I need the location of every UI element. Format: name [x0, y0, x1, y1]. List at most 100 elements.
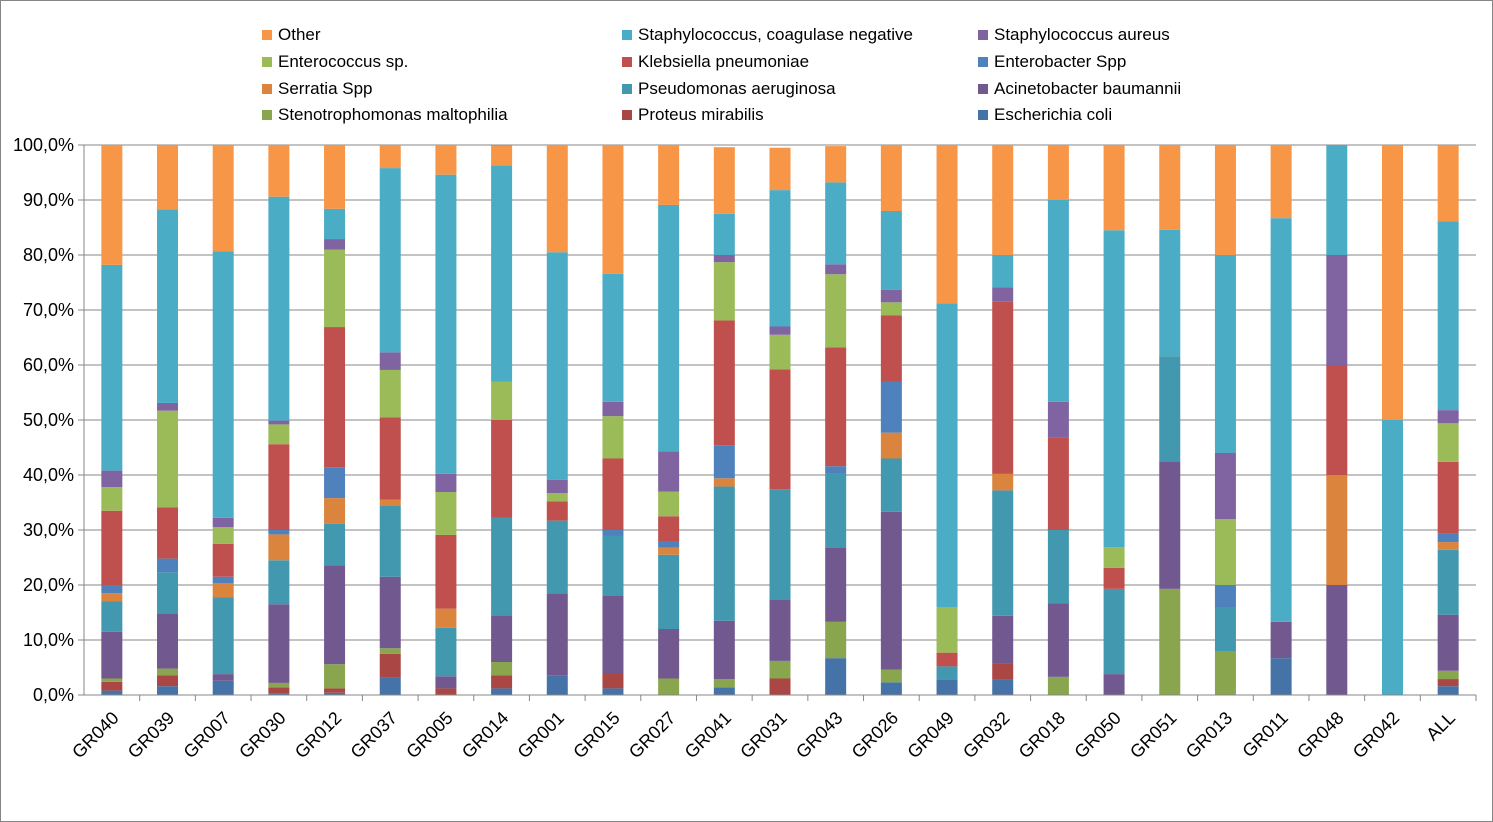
- bar-segment-pseudomonas-aeruginosa: [602, 535, 624, 596]
- bar-segment-staphylococcus-coagulase-negative: [435, 174, 457, 474]
- legend: Other Staphylococcus, coagulase negative S…: [0, 0, 1491, 130]
- x-tick-label: GR007: [180, 708, 234, 762]
- bar-segment-stenotrophomonas-maltophilia: [491, 662, 513, 676]
- bar-segment-stenotrophomonas-maltophilia: [880, 669, 902, 683]
- bar-segment-pseudomonas-aeruginosa: [1103, 588, 1125, 675]
- bar-segment-other: [713, 147, 735, 214]
- bar-segment-klebsiella-pneumoniae: [268, 444, 290, 530]
- bar-segment-staphylococcus-aureus: [101, 470, 123, 488]
- bar-segment-klebsiella-pneumoniae: [101, 510, 123, 585]
- bar-segment-staphylococcus-aureus: [769, 326, 791, 335]
- bar-segment-stenotrophomonas-maltophilia: [658, 678, 680, 695]
- bar-segment-acinetobacter-baumannii: [157, 613, 179, 669]
- bar-segment-staphylococcus-aureus: [880, 289, 902, 303]
- bar-segment-serratia-spp: [435, 608, 457, 628]
- bar-segment-escherichia-coli: [101, 690, 123, 695]
- bar-segment-acinetobacter-baumannii: [491, 615, 513, 662]
- x-tick-label: GR012: [291, 708, 345, 762]
- bar-segment-proteus-mirabilis: [268, 687, 290, 694]
- x-tick-label: GR049: [903, 708, 957, 762]
- bar-segment-acinetobacter-baumannii: [1159, 461, 1181, 589]
- legend-item-staphylococcus-coagulase-negative: Staphylococcus, coagulase negative: [622, 25, 913, 45]
- bar-segment-acinetobacter-baumannii: [713, 620, 735, 680]
- bar-segment-staphylococcus-aureus: [268, 420, 290, 425]
- bar-segment-pseudomonas-aeruginosa: [435, 627, 457, 677]
- bar-segment-acinetobacter-baumannii: [1103, 674, 1125, 695]
- bar-segment-staphylococcus-coagulase-negative: [491, 165, 513, 382]
- bar-segment-pseudomonas-aeruginosa: [1047, 530, 1069, 604]
- bar-segment-staphylococcus-coagulase-negative: [324, 208, 346, 240]
- x-tick-label: GR040: [68, 708, 122, 762]
- legend-item-klebsiella-pneumoniae: Klebsiella pneumoniae: [622, 52, 809, 72]
- bar-segment-proteus-mirabilis: [324, 688, 346, 693]
- legend-label: Stenotrophomonas maltophilia: [278, 105, 508, 124]
- x-tick-label: GR048: [1293, 708, 1347, 762]
- bar-segment-escherichia-coli: [324, 692, 346, 695]
- bar-segment-enterobacter-spp: [713, 445, 735, 479]
- bar-segment-staphylococcus-aureus: [324, 239, 346, 250]
- bar-segment-enterococcus-sp: [880, 302, 902, 316]
- bar-segment-staphylococcus-coagulase-negative: [268, 196, 290, 421]
- bar-segment-pseudomonas-aeruginosa: [212, 597, 234, 675]
- legend-swatch: [622, 57, 632, 67]
- bar-segment-other: [157, 145, 179, 210]
- bar-segment-acinetobacter-baumannii: [268, 604, 290, 683]
- x-tick-label: GR001: [514, 708, 568, 762]
- bar-segment-klebsiella-pneumoniae: [157, 507, 179, 559]
- legend-label: Staphylococcus, coagulase negative: [638, 25, 914, 44]
- bar-segment-staphylococcus-aureus: [825, 264, 847, 275]
- bar-segment-escherichia-coli: [992, 679, 1014, 695]
- bar-segment-other: [1214, 145, 1236, 255]
- x-tick-label: GR015: [569, 708, 623, 762]
- bar-segment-acinetobacter-baumannii: [992, 615, 1014, 664]
- legend-item-serratia-spp: Serratia Spp: [262, 79, 373, 99]
- bar-segment-staphylococcus-aureus: [1214, 453, 1236, 519]
- legend-label: Escherichia coli: [994, 105, 1113, 124]
- bar-segment-stenotrophomonas-maltophilia: [324, 664, 346, 689]
- bar-segment-enterococcus-sp: [157, 410, 179, 508]
- x-tick-label: GR027: [625, 708, 679, 762]
- bar-segment-proteus-mirabilis: [769, 678, 791, 695]
- bar-segment-pseudomonas-aeruginosa: [101, 601, 123, 632]
- bar-segment-escherichia-coli: [157, 686, 179, 695]
- bar-segment-staphylococcus-coagulase-negative: [1381, 420, 1403, 695]
- bar-segment-stenotrophomonas-maltophilia: [1159, 588, 1181, 695]
- y-tick-label: 60,0%: [23, 355, 74, 375]
- bar-segment-klebsiella-pneumoniae: [212, 543, 234, 577]
- bar-segment-pseudomonas-aeruginosa: [1437, 549, 1459, 615]
- bar-segment-acinetobacter-baumannii: [546, 593, 568, 676]
- bar-segment-staphylococcus-coagulase-negative: [602, 273, 624, 402]
- bar-segment-staphylococcus-coagulase-negative: [713, 213, 735, 255]
- bar-segment-enterococcus-sp: [546, 493, 568, 502]
- bar-segment-acinetobacter-baumannii: [658, 629, 680, 679]
- y-tick-label: 70,0%: [23, 300, 74, 320]
- legend-item-proteus-mirabilis: Proteus mirabilis: [622, 105, 764, 125]
- bar-segment-other: [546, 145, 568, 253]
- bar-segment-escherichia-coli: [379, 677, 401, 695]
- bar-segment-klebsiella-pneumoniae: [1437, 461, 1459, 534]
- legend-swatch: [978, 57, 988, 67]
- bar-segment-serratia-spp: [379, 499, 401, 506]
- bar-segment-proteus-mirabilis: [491, 675, 513, 689]
- bar-segment-staphylococcus-coagulase-negative: [1047, 200, 1069, 402]
- legend-item-staphylococcus-aureus: Staphylococcus aureus: [978, 25, 1170, 45]
- bar-segment-proteus-mirabilis: [379, 653, 401, 678]
- bar-segment-other: [268, 145, 290, 197]
- bar-segment-other: [491, 145, 513, 166]
- bar-segment-pseudomonas-aeruginosa: [992, 490, 1014, 616]
- bar-segment-klebsiella-pneumoniae: [1047, 437, 1069, 530]
- bar-segment-enterobacter-spp: [880, 381, 902, 433]
- x-tick-label: GR011: [1238, 708, 1292, 762]
- bar-segment-stenotrophomonas-maltophilia: [825, 621, 847, 659]
- bar-segment-serratia-spp: [101, 593, 123, 602]
- y-tick-label: 100,0%: [13, 135, 74, 155]
- bar-segment-pseudomonas-aeruginosa: [157, 572, 179, 614]
- x-tick-label: GR041: [681, 708, 735, 762]
- bar-segment-klebsiella-pneumoniae: [992, 301, 1014, 474]
- bar-segment-acinetobacter-baumannii: [1326, 585, 1348, 695]
- bar-segment-other: [880, 145, 902, 211]
- legend-label: Staphylococcus aureus: [994, 25, 1170, 44]
- bar-segment-proteus-mirabilis: [101, 681, 123, 691]
